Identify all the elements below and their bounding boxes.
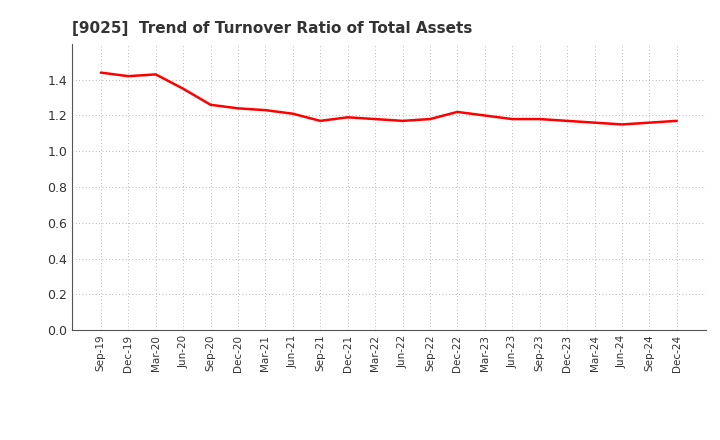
Text: [9025]  Trend of Turnover Ratio of Total Assets: [9025] Trend of Turnover Ratio of Total …: [72, 21, 472, 36]
